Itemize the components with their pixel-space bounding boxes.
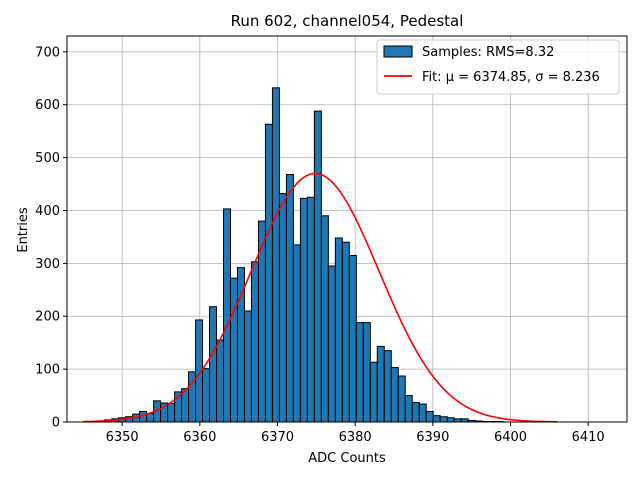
- histogram-bar: [243, 310, 252, 423]
- legend-label-histogram: Samples: RMS=8.32: [422, 45, 554, 60]
- histogram-bar: [167, 402, 176, 423]
- histogram-bar: [418, 403, 427, 423]
- y-axis-ticks: 0 100 200 300 400 500 600 700: [35, 45, 67, 431]
- x-tick-label: 6360: [183, 430, 216, 445]
- histogram-bar: [271, 87, 280, 423]
- y-tick-label: 100: [35, 363, 60, 378]
- histogram-bar: [313, 110, 322, 423]
- histogram-bar: [376, 345, 385, 423]
- fit-curve: [83, 172, 558, 423]
- histogram-bar: [202, 368, 211, 423]
- histogram-bar: [320, 215, 329, 423]
- histogram-bar: [285, 174, 294, 423]
- x-axis-label: ADC Counts: [308, 451, 386, 466]
- histogram-bar: [292, 244, 301, 423]
- x-axis-ticks: 6350 6360 6370 6380 6390 6400 6410: [106, 422, 605, 445]
- y-tick-label: 200: [35, 310, 60, 325]
- histogram-bar: [446, 417, 455, 423]
- histogram-bar: [327, 265, 336, 423]
- chart-title: Run 602, channel054, Pedestal: [231, 12, 464, 30]
- histogram-bar: [348, 254, 357, 423]
- histogram-bar: [362, 322, 371, 423]
- histogram-bar: [432, 415, 441, 423]
- histogram-bar: [369, 361, 378, 423]
- y-tick-label: 300: [35, 257, 60, 272]
- x-tick-label: 6350: [106, 430, 139, 445]
- histogram-bar: [334, 237, 343, 423]
- legend-label-fit: Fit: μ = 6374.85, σ = 8.236: [422, 70, 600, 85]
- x-tick-label: 6390: [416, 430, 449, 445]
- histogram-bar: [278, 193, 287, 423]
- histogram-bar: [425, 410, 434, 423]
- histogram-bar: [439, 416, 448, 423]
- legend-box: [376, 39, 620, 95]
- x-tick-label: 6400: [494, 430, 527, 445]
- histogram-bar: [229, 277, 238, 423]
- y-tick-label: 600: [35, 98, 60, 113]
- y-tick-label: 400: [35, 204, 60, 219]
- histogram-bar: [299, 197, 308, 423]
- histogram-bar: [216, 339, 225, 423]
- x-tick-label: 6380: [339, 430, 372, 445]
- histogram-bar: [341, 241, 350, 423]
- legend-swatch-histogram: [383, 45, 413, 58]
- histogram-bar: [223, 208, 231, 423]
- histogram-bar: [411, 401, 420, 423]
- y-tick-label: 0: [52, 416, 60, 431]
- histogram-bar: [404, 395, 413, 423]
- histogram-bar: [383, 350, 392, 423]
- histogram-bar: [390, 367, 399, 423]
- histogram-bar: [146, 413, 155, 423]
- histogram-bar: [306, 196, 315, 423]
- histogram-bar: [264, 123, 273, 423]
- legend: Samples: RMS=8.32 Fit: μ = 6374.85, σ = …: [376, 39, 620, 95]
- y-tick-label: 500: [35, 151, 60, 166]
- y-tick-label: 700: [35, 45, 60, 60]
- x-tick-label: 6370: [261, 430, 294, 445]
- histogram-bar: [250, 261, 259, 423]
- y-axis-label: Entries: [16, 207, 31, 253]
- histogram-bar: [355, 322, 364, 423]
- histogram-bar: [397, 375, 406, 423]
- plot-frame: [66, 35, 628, 423]
- x-tick-label: 6410: [572, 430, 605, 445]
- histogram-bar: [209, 306, 218, 423]
